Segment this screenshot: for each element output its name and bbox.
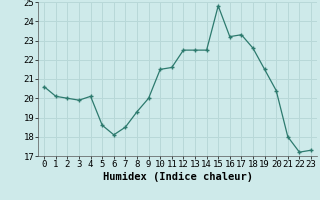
X-axis label: Humidex (Indice chaleur): Humidex (Indice chaleur) <box>103 172 252 182</box>
